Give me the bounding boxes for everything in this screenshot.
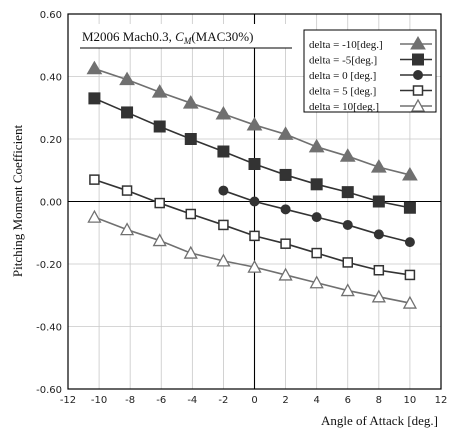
data-point [279,168,292,181]
data-point [341,186,354,199]
data-point [153,120,166,133]
data-point [309,275,324,289]
x-tick-label: 6 [345,395,351,406]
legend-entry-marker [410,98,426,112]
legend: delta = -10[deg.] delta = -5[deg.] delta =… [303,29,437,113]
data-point [280,204,291,215]
legend-entry-marker [412,85,424,96]
data-point [248,158,261,170]
y-axis-label: Pitching Moment Coefficient [10,125,25,278]
series-4 [89,174,416,281]
data-point [249,196,260,207]
x-tick-labels: -12 -10 -8 -6 -4 -2 0 2 4 6 8 10 12 [60,395,448,406]
y-tick-label: 0.20 [40,135,62,146]
y-tick-label: -0.60 [36,385,62,396]
data-point [217,145,230,158]
data-point [373,265,385,276]
series-5 [87,209,418,309]
x-tick-label: -6 [156,395,166,406]
data-point [339,148,356,162]
data-point [402,166,418,181]
data-point [342,257,353,268]
y-tick-label: 0.60 [40,10,62,21]
data-point [185,208,197,220]
data-point [310,178,323,191]
series-1 [86,60,418,181]
x-tick-label: 2 [282,395,288,406]
data-point [342,219,353,230]
legend-entry-marker [412,53,424,66]
data-point [154,197,165,209]
legend-entry-marker [413,70,423,80]
data-point [247,259,262,273]
data-point [215,106,232,120]
data-point [249,230,260,242]
data-point [182,95,199,109]
x-tick-label: -10 [91,395,107,406]
data-point [216,253,231,267]
y-tick-label: -0.40 [36,323,62,334]
y-tick-labels: -0.60 -0.40 -0.20 0.00 0.20 0.40 0.60 [36,10,62,396]
data-point [311,212,322,223]
legend-entry-label: delta = 5 [deg.] [309,86,376,98]
x-tick-label: -12 [60,395,76,406]
legend-entry-label: delta = 0 [deg.] [309,70,376,82]
data-point [152,233,167,247]
data-point [119,71,135,86]
data-point [87,209,102,223]
y-tick-label: 0.00 [40,198,62,209]
chart-title-box: M2006 Mach0.3, CM(MAC30%) [76,24,296,49]
x-tick-label: 12 [435,395,448,406]
data-point [119,222,135,236]
data-point [246,116,263,131]
x-tick-label: -4 [187,395,197,406]
data-point [183,245,198,259]
x-tick-label: 4 [313,395,319,406]
data-point [280,238,291,249]
series-layer [86,60,418,309]
data-point [88,92,101,105]
x-tick-label: 10 [404,395,417,406]
data-point [151,84,168,98]
x-tick-label: -8 [125,395,135,406]
data-point [121,106,134,119]
data-point [372,195,385,208]
legend-entry-marker [410,36,426,50]
legend-entry-label: delta = 10[deg.] [309,101,379,113]
y-tick-label: -0.20 [36,260,62,271]
data-point [86,60,103,75]
data-point [278,267,293,281]
data-point [370,159,387,173]
data-point [308,138,325,153]
x-tick-label: -2 [218,395,228,406]
data-point [340,283,355,297]
x-tick-label: 8 [376,395,382,406]
chart-title: M2006 Mach0.3, CM(MAC30%) [82,29,253,46]
data-point [89,174,100,185]
series-3 [218,185,415,248]
legend-entry-label: delta = -5[deg.] [309,55,377,67]
data-point [311,247,322,259]
data-point [402,295,418,309]
data-point [371,289,386,303]
data-point [404,269,416,281]
x-axis-label: Angle of Attack [deg.] [321,413,438,428]
data-point [184,133,197,145]
x-tick-label: 0 [251,395,257,406]
data-point [218,185,229,196]
legend-entry-label: delta = -10[deg.] [309,39,383,51]
data-point [218,219,229,231]
plot-frame [67,13,442,390]
y-tick-label: 0.40 [40,73,62,84]
data-point [373,229,384,240]
data-point [403,201,416,214]
data-point [277,126,294,140]
data-point [121,185,133,196]
series-2 [88,92,416,214]
data-point [404,237,415,248]
